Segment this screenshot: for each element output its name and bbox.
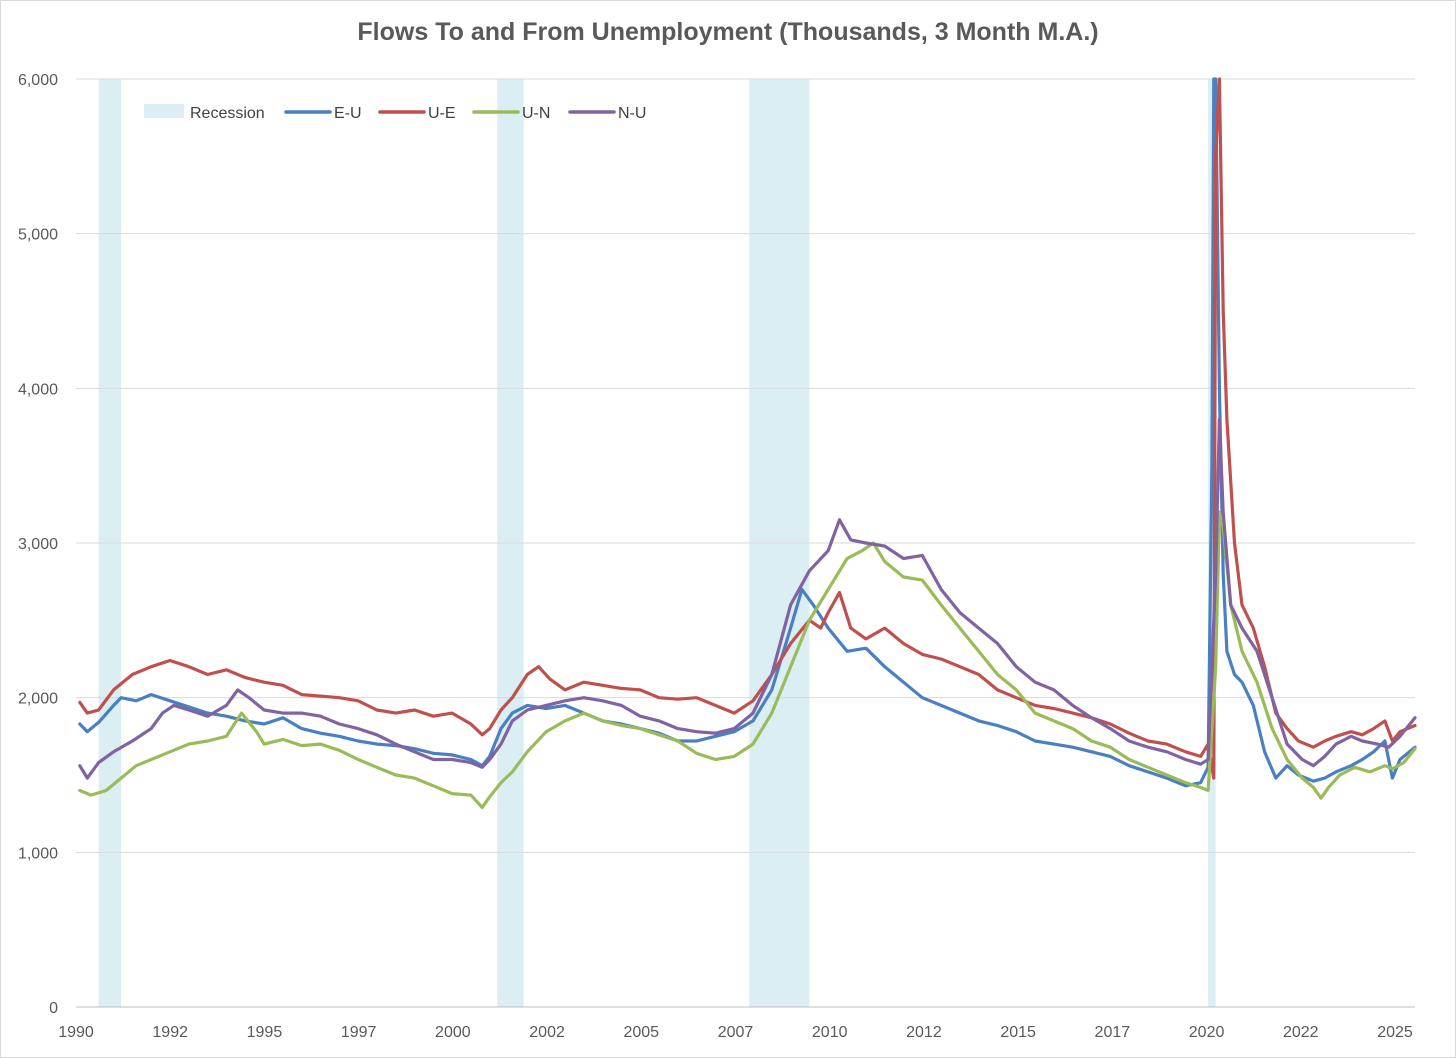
- x-tick-label: 1997: [341, 1024, 377, 1041]
- x-tick-label: 1990: [58, 1024, 94, 1041]
- x-tick-label: 1995: [247, 1024, 283, 1041]
- y-tick-label: 5,000: [18, 227, 58, 244]
- legend-label-e-u: E-U: [334, 105, 362, 122]
- x-tick-label: 2020: [1189, 1024, 1225, 1041]
- series-lines: [78, 77, 1417, 810]
- y-tick-label: 6,000: [18, 72, 58, 89]
- x-tick-label: 2012: [906, 1024, 942, 1041]
- y-tick-label: 2,000: [18, 691, 58, 708]
- y-tick-label: 3,000: [18, 536, 58, 553]
- series-line-n-u: [78, 417, 1417, 780]
- y-tick-label: 0: [49, 1000, 58, 1017]
- x-tick-label: 1992: [152, 1024, 188, 1041]
- legend-label-u-n: U-N: [522, 105, 550, 122]
- x-tick-label: 2010: [812, 1024, 848, 1041]
- axes: 0 1,000 2,000 3,000 4,000 5,000 6,000 1990 1992 1…: [18, 72, 1415, 1041]
- x-tick-label: 2005: [623, 1024, 659, 1041]
- x-tick-label: 2022: [1283, 1024, 1319, 1041]
- series-line-u-e: [78, 77, 1417, 780]
- series-line-e-u: [78, 77, 1417, 788]
- legend: Recession E-U U-E U-N N-U: [144, 104, 646, 122]
- x-tick-label: 2000: [435, 1024, 471, 1041]
- y-tick-label: 1,000: [18, 845, 58, 862]
- x-tick-label: 2002: [529, 1024, 565, 1041]
- x-tick-label: 2025: [1377, 1024, 1413, 1041]
- x-tick-label: 2015: [1000, 1024, 1036, 1041]
- legend-label-u-e: U-E: [428, 105, 456, 122]
- chart-title: Flows To and From Unemployment (Thousand…: [357, 18, 1099, 46]
- legend-label-n-u: N-U: [618, 105, 646, 122]
- x-tick-label: 2017: [1095, 1024, 1131, 1041]
- y-tick-label: 4,000: [18, 381, 58, 398]
- x-tick-label: 2007: [718, 1024, 754, 1041]
- series-line-u-n: [78, 510, 1417, 810]
- legend-label-recession: Recession: [190, 105, 265, 122]
- legend-swatch-recession: [144, 104, 184, 118]
